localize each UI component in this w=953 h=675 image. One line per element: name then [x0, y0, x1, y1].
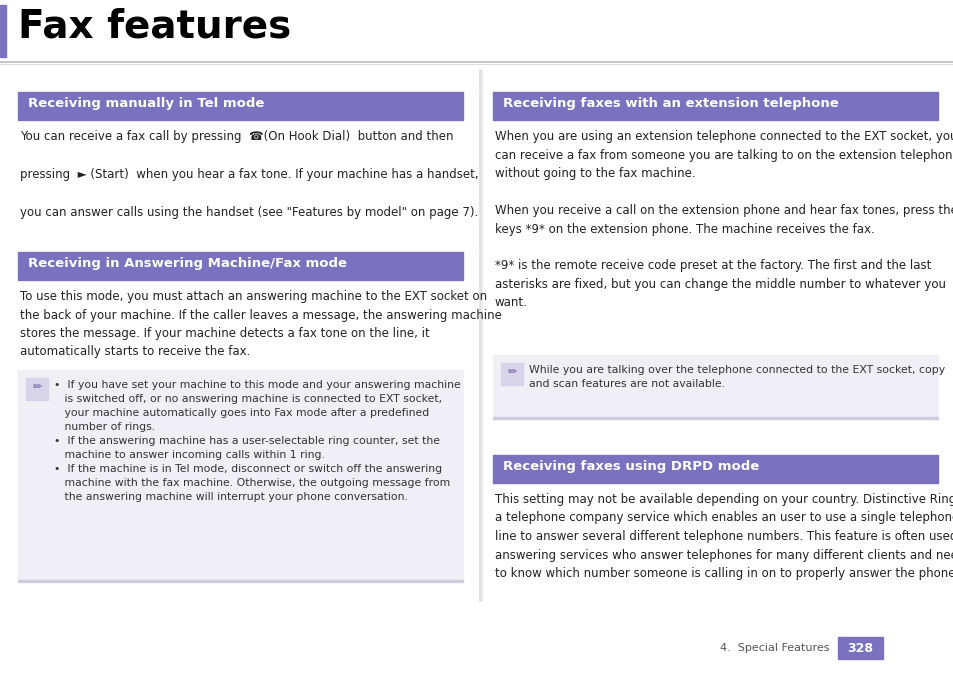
- Bar: [18, 92, 462, 120]
- Bar: [493, 417, 937, 419]
- Text: Receiving manually in Tel mode: Receiving manually in Tel mode: [28, 97, 264, 110]
- Bar: [18, 370, 462, 580]
- Text: ✏: ✏: [507, 367, 517, 377]
- Bar: [18, 580, 462, 582]
- Text: To use this mode, you must attach an answering machine to the EXT socket on
the : To use this mode, you must attach an ans…: [20, 290, 501, 358]
- Text: 4.  Special Features: 4. Special Features: [720, 643, 829, 653]
- Text: When you are using an extension telephone connected to the EXT socket, you
can r: When you are using an extension telephon…: [495, 130, 953, 310]
- Bar: [493, 455, 937, 483]
- Text: 328: 328: [846, 641, 873, 655]
- Bar: [26, 378, 48, 400]
- Text: Receiving faxes with an extension telephone: Receiving faxes with an extension teleph…: [502, 97, 838, 110]
- Bar: [493, 355, 937, 417]
- Bar: [18, 252, 462, 280]
- Bar: [493, 92, 937, 120]
- Text: Receiving faxes using DRPD mode: Receiving faxes using DRPD mode: [502, 460, 759, 473]
- Text: •  If you have set your machine to this mode and your answering machine
   is sw: • If you have set your machine to this m…: [54, 380, 460, 502]
- Text: This setting may not be available depending on your country. Distinctive Ring is: This setting may not be available depend…: [495, 493, 953, 580]
- Text: Receiving in Answering Machine/Fax mode: Receiving in Answering Machine/Fax mode: [28, 257, 347, 270]
- Text: ✏: ✏: [32, 382, 42, 392]
- Text: While you are talking over the telephone connected to the EXT socket, copy
and s: While you are talking over the telephone…: [529, 365, 944, 389]
- Text: You can receive a fax call by pressing  ☎(On Hook Dial)  button and then

pressi: You can receive a fax call by pressing ☎…: [20, 130, 478, 219]
- Bar: [500, 363, 522, 385]
- Text: Fax features: Fax features: [18, 8, 291, 46]
- Bar: [837, 637, 882, 659]
- Bar: [0, 5, 6, 57]
